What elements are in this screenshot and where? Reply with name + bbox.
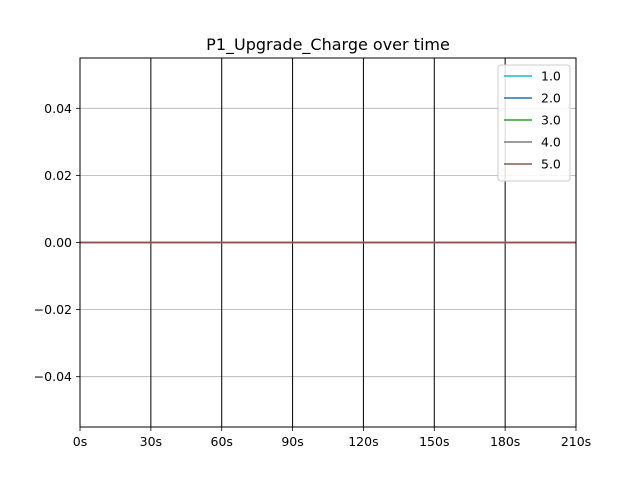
x-tick-label: 30s <box>140 434 162 449</box>
y-tick-label: −0.04 <box>34 369 72 384</box>
x-tick-label: 60s <box>211 434 233 449</box>
x-tick-label: 90s <box>281 434 303 449</box>
legend: 1.0 2.0 3.0 4.0 5.0 <box>497 64 571 182</box>
x-tick-label: 210s <box>561 434 591 449</box>
legend-box <box>497 64 571 182</box>
legend-label: 1.0 <box>541 69 561 84</box>
y-tick-label: −0.02 <box>34 302 72 317</box>
chart-title: P1_Upgrade_Charge over time <box>206 35 450 55</box>
y-axis: −0.04 −0.02 0.00 0.02 0.04 <box>34 101 80 384</box>
x-tick-label: 150s <box>419 434 449 449</box>
y-tick-label: 0.00 <box>44 235 72 250</box>
x-tick-label: 180s <box>490 434 520 449</box>
legend-label: 5.0 <box>541 157 561 172</box>
x-axis: 0s 30s 60s 90s 120s 150s 180s 210s <box>73 427 591 449</box>
legend-label: 3.0 <box>541 113 561 128</box>
y-tick-label: 0.02 <box>44 168 72 183</box>
y-tick-label: 0.04 <box>44 101 72 116</box>
x-tick-label: 120s <box>348 434 378 449</box>
legend-label: 2.0 <box>541 91 561 106</box>
x-tick-label: 0s <box>73 434 87 449</box>
legend-label: 4.0 <box>541 135 561 150</box>
